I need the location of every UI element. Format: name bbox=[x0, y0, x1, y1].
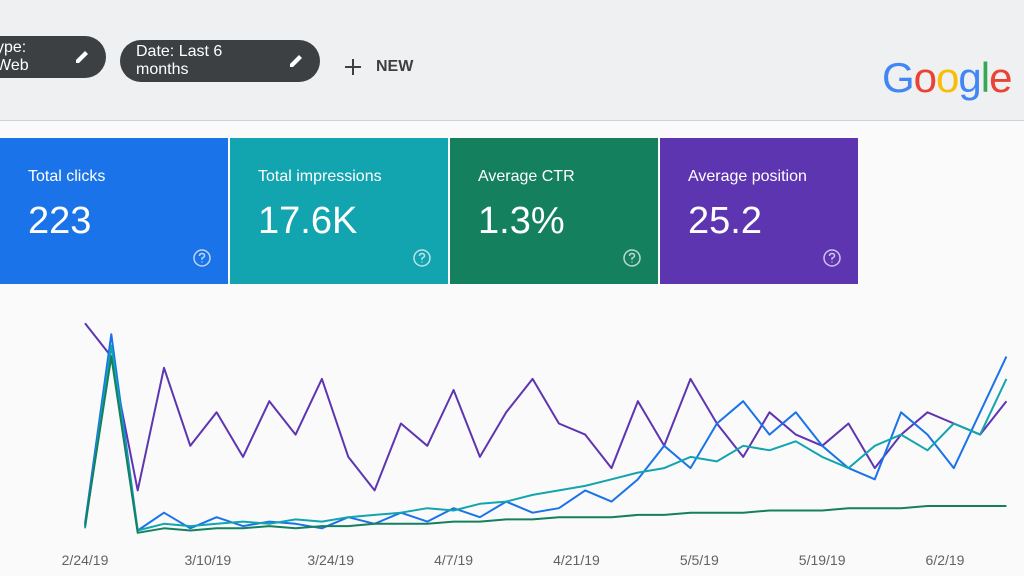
filter-chip[interactable]: ype: Web bbox=[0, 36, 106, 78]
series-line bbox=[84, 322, 1008, 492]
card-label: Average CTR bbox=[478, 168, 575, 185]
help-icon[interactable] bbox=[822, 248, 842, 268]
x-tick-label: 4/21/19 bbox=[553, 552, 600, 568]
card-label: Average position bbox=[688, 168, 807, 185]
logo-letter: o bbox=[936, 54, 959, 101]
chart: 2/24/19 3/10/19 3/24/19 4/7/19 4/21/19 5/5/19… bbox=[62, 322, 1008, 568]
metric-card[interactable]: Total impressions 17.6K bbox=[230, 138, 448, 284]
x-tick-label: 2/24/19 bbox=[62, 552, 109, 568]
card-label: Total impressions bbox=[258, 168, 382, 185]
x-tick-label: 4/7/19 bbox=[434, 552, 473, 568]
metric-card[interactable]: Total clicks 223 bbox=[0, 138, 228, 284]
logo-letter: o bbox=[913, 54, 937, 101]
card-value: 223 bbox=[28, 200, 92, 242]
card-value: 1.3% bbox=[478, 200, 565, 242]
plus-icon bbox=[345, 59, 361, 75]
button-label: NEW bbox=[376, 58, 414, 75]
chip-label: Date: Last 6 months bbox=[136, 43, 223, 78]
metric-card[interactable]: Average CTR 1.3% bbox=[450, 138, 658, 284]
series-line bbox=[84, 355, 1007, 534]
filter-chip[interactable]: Date: Last 6 months bbox=[120, 40, 320, 82]
help-icon[interactable] bbox=[412, 248, 432, 268]
logo-letter: l bbox=[980, 54, 990, 101]
help-icon[interactable] bbox=[622, 248, 642, 268]
x-tick-label: 6/2/19 bbox=[926, 552, 965, 568]
x-tick-label: 5/19/19 bbox=[799, 552, 846, 568]
chip-label: ype: Web bbox=[0, 39, 29, 74]
logo-letter: G bbox=[882, 54, 915, 101]
toolbar: ype: Web Date: Last 6 months NEW Google bbox=[0, 0, 1024, 121]
x-tick-label: 3/24/19 bbox=[307, 552, 354, 568]
series-line bbox=[84, 344, 1008, 532]
help-icon[interactable] bbox=[192, 248, 212, 268]
card-value: 17.6K bbox=[258, 200, 358, 242]
edit-icon bbox=[290, 55, 303, 67]
google-logo: Google bbox=[882, 54, 1012, 102]
x-tick-label: 3/10/19 bbox=[185, 552, 232, 568]
new-button[interactable]: NEW bbox=[344, 52, 413, 82]
metric-card[interactable]: Average position 25.2 bbox=[660, 138, 858, 284]
series-line bbox=[84, 333, 1008, 532]
card-value: 25.2 bbox=[688, 200, 762, 242]
logo-letter: g bbox=[958, 54, 981, 101]
edit-icon bbox=[76, 51, 89, 63]
logo-letter: e bbox=[989, 54, 1012, 101]
x-tick-label: 5/5/19 bbox=[680, 552, 719, 568]
card-label: Total clicks bbox=[28, 168, 106, 185]
